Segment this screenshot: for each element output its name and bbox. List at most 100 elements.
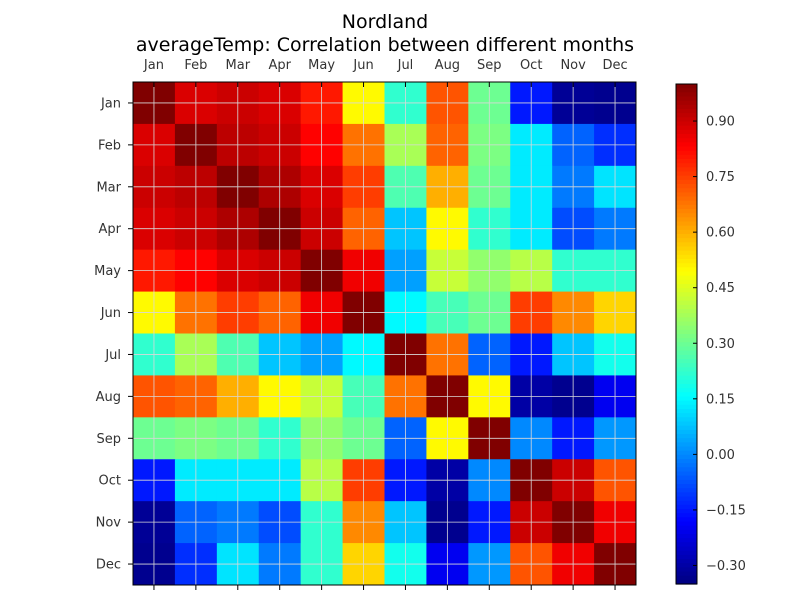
colorbar-segment [676,200,697,206]
colorbar-tick-label: −0.15 [706,503,746,518]
x-tick-label: Jun [352,58,373,73]
colorbar-segment [676,409,697,414]
colorbar-segment [676,492,697,498]
colorbar-segment [676,125,697,131]
heatmap-frame [132,81,637,586]
colorbar-segment [676,471,697,477]
colorbar-segment [676,367,697,373]
y-tick-label: Aug [96,390,121,405]
colorbar-segment [676,129,697,135]
colorbar-segment [676,500,697,506]
colorbar-segment [676,575,697,581]
colorbar-segment [676,213,697,218]
colorbar-segment [676,204,697,210]
colorbar-segment [676,271,697,277]
colorbar-segment [676,392,697,398]
y-tick-label: Oct [99,474,121,489]
colorbar-segment [676,463,697,468]
colorbar-segment [676,354,697,360]
colorbar-segment [676,396,697,402]
colorbar-tick-label: 0.15 [706,392,735,407]
colorbar-segment [676,350,697,356]
colorbar-segment [676,488,697,493]
colorbar-segment [676,300,697,306]
x-tick-label: Jul [397,58,414,73]
colorbar-tick-label: 0.90 [706,115,735,130]
colorbar-segment [676,329,697,335]
colorbar-segment [676,325,697,331]
heatmap-grid [133,82,636,585]
colorbar-segment [676,425,697,431]
colorbar-segment [676,371,697,377]
colorbar-segment [676,167,697,173]
colorbar-segment [676,250,697,256]
y-tick-label: Feb [98,138,121,153]
colorbar-segment [676,92,697,98]
x-tick-label: Sep [477,58,502,73]
colorbar-segment [676,579,697,585]
colorbar-segment [676,346,697,352]
colorbar-segment [676,188,697,193]
colorbar-segment [676,317,697,323]
colorbar-segment [676,217,697,223]
colorbar-segment [676,309,697,314]
colorbar-segment [676,525,697,531]
colorbar-segment [676,192,697,198]
colorbar-segment [676,513,697,518]
colorbar-segment [676,113,697,118]
colorbar-segment [676,421,697,427]
colorbar-segment [676,496,697,502]
x-tick-label: Jan [143,58,164,73]
colorbar-segment [676,334,697,339]
colorbar-segment [676,242,697,248]
colorbar-tick-label: 0.00 [706,448,735,463]
colorbar-segment [676,479,697,485]
colorbar-segment [676,288,697,293]
heatmap-cells [133,82,637,586]
colorbar-segment [676,279,697,285]
colorbar-segment [676,109,697,114]
colorbar-segment [676,234,697,239]
colorbar-segment [676,559,697,564]
chart-title: Nordland [342,11,428,33]
colorbar-frame [675,83,698,585]
colorbar-segment [676,142,697,148]
colorbar-segment [676,359,697,364]
x-tick-label: Mar [226,58,251,73]
colorbar-segment [676,375,697,381]
y-tick-label: Jan [100,96,121,111]
colorbar-segment [676,179,697,185]
colorbar-segment [676,171,697,177]
x-tick-label: Apr [268,58,291,73]
colorbar-segment [676,384,697,389]
y-tick-label: Jun [100,306,121,321]
colorbar-segment [676,404,697,410]
colorbar-segment [676,292,697,298]
y-tick-label: Apr [99,222,122,237]
colorbar-segment [676,509,697,514]
colorbar-segment [676,267,697,273]
x-tick-label: May [308,58,335,73]
colorbar-segment [676,100,697,106]
colorbar-segment [676,454,697,460]
y-tick-label: May [94,264,121,279]
colorbar-tick-label: −0.30 [706,559,746,574]
colorbar-segment [676,229,697,235]
colorbar-segment [676,529,697,535]
colorbar-segment [676,429,697,435]
x-tick-label: Oct [520,58,542,73]
colorbar-segment [676,567,697,573]
colorbar-segment [676,338,697,343]
colorbar-segment [676,150,697,156]
colorbar-segment [676,259,697,264]
y-tick-label: Sep [96,432,121,447]
y-tick-label: Dec [96,558,121,573]
colorbar-segment [676,517,697,523]
colorbar-segment [676,450,697,456]
colorbar-segment [676,304,697,310]
chart-subtitle: averageTemp: Correlation between differe… [136,34,634,56]
colorbar-segment [676,138,697,143]
colorbar-segment [676,438,697,443]
colorbar-segment [676,363,697,368]
